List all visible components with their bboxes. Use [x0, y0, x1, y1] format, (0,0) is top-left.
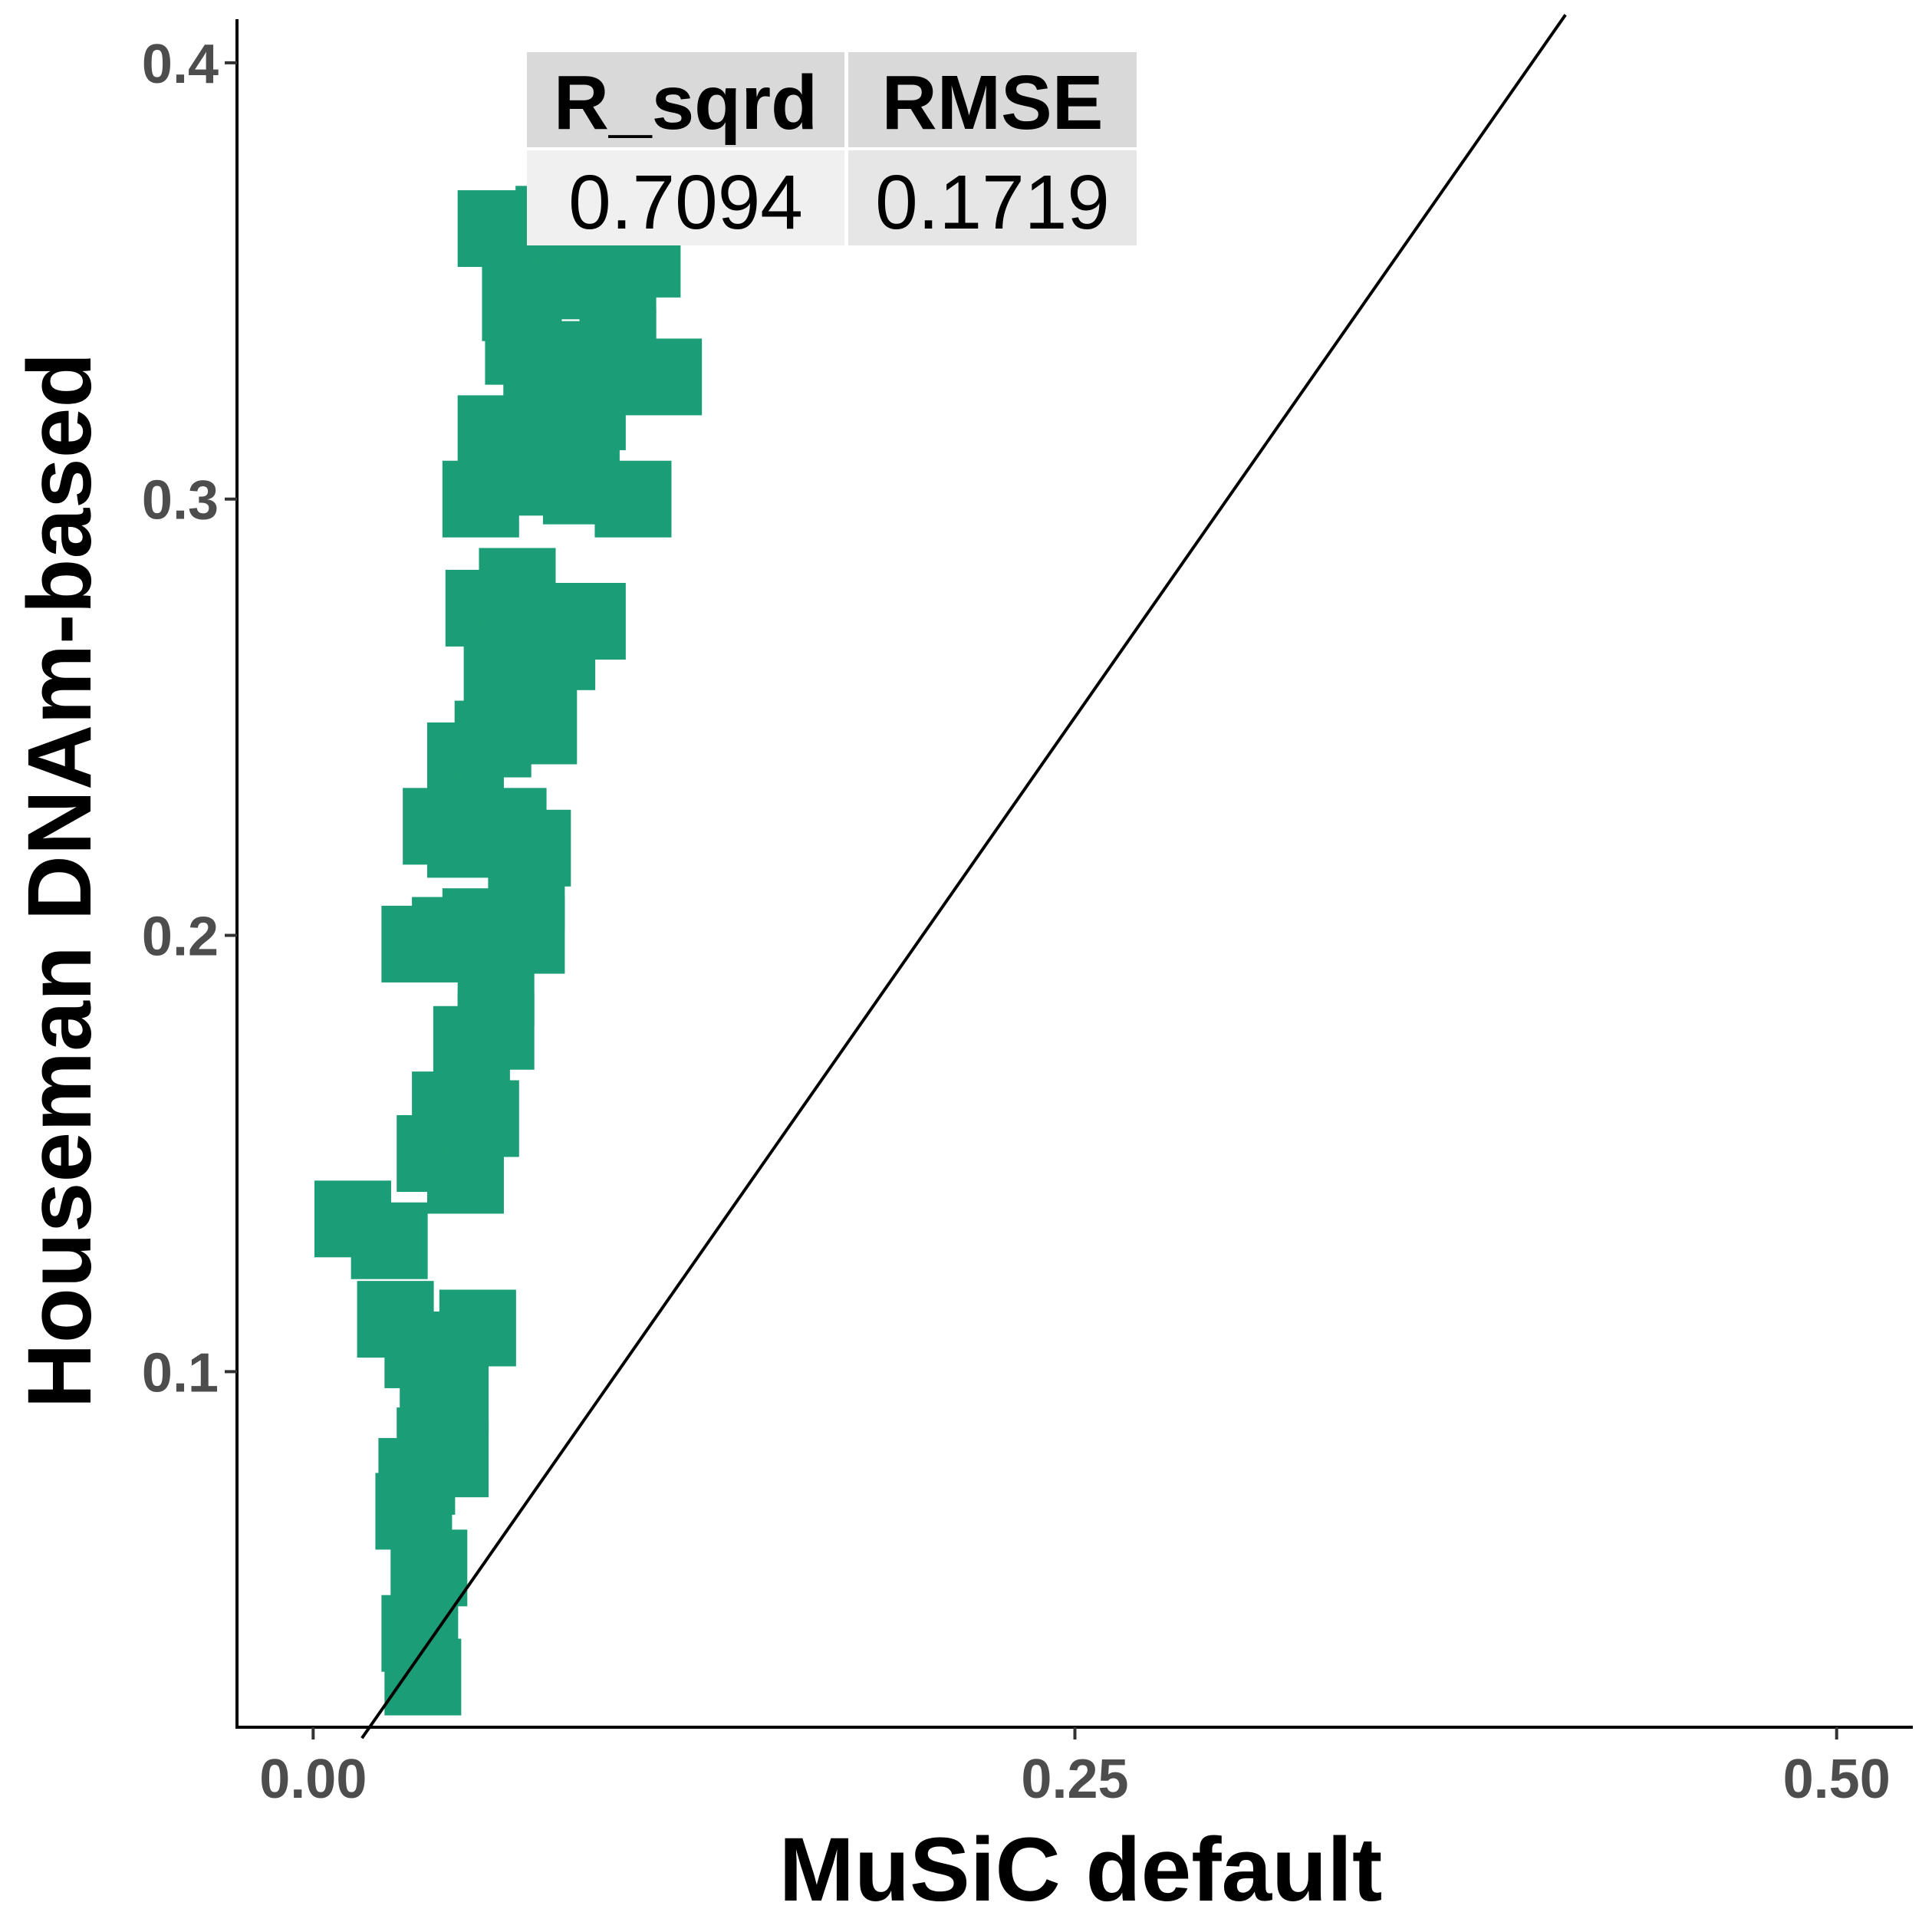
x-tick-label: 0.25	[1021, 1749, 1128, 1810]
table-value-cell-rsqrd	[527, 150, 844, 245]
x-axis-ticks: 0.00 0.25 0.50	[259, 1727, 1891, 1810]
data-point	[439, 1289, 516, 1367]
table-value-cell-rmse	[848, 150, 1137, 245]
data-point	[412, 1071, 489, 1149]
y-axis-title: Houseman DNAm-based	[9, 353, 110, 1409]
x-tick-label: 0.50	[1783, 1749, 1891, 1810]
y-tick-label: 0.4	[142, 34, 219, 95]
table-header-rsqrd: R_sqrd	[554, 60, 818, 146]
x-axis-title: MuSiC default	[779, 1819, 1383, 1920]
table-value-rsqrd: 0.7094	[568, 160, 803, 245]
data-point	[548, 582, 626, 660]
y-tick-label: 0.1	[142, 1342, 219, 1404]
data-point	[488, 853, 565, 930]
table-header-cell-rsqrd	[527, 52, 844, 147]
table-header-rmse: RMSE	[882, 60, 1104, 146]
table-header-cell-rmse	[848, 52, 1137, 147]
y-axis-ticks: 0.1 0.2 0.3 0.4	[142, 34, 237, 1404]
table-value-rmse: 0.1719	[875, 160, 1110, 245]
data-point	[381, 1595, 459, 1672]
data-point	[412, 1354, 489, 1432]
identity-line	[360, 14, 1567, 1739]
data-point	[351, 1202, 428, 1279]
data-point	[479, 548, 556, 625]
data-point	[594, 460, 672, 538]
data-point	[457, 190, 535, 268]
stats-table: R_sqrd RMSE 0.7094 0.1719	[527, 52, 1137, 245]
y-tick-label: 0.2	[142, 907, 219, 968]
data-point	[625, 338, 703, 416]
data-points	[314, 186, 703, 1716]
y-tick-label: 0.3	[142, 470, 219, 532]
x-tick-label: 0.00	[259, 1749, 367, 1810]
